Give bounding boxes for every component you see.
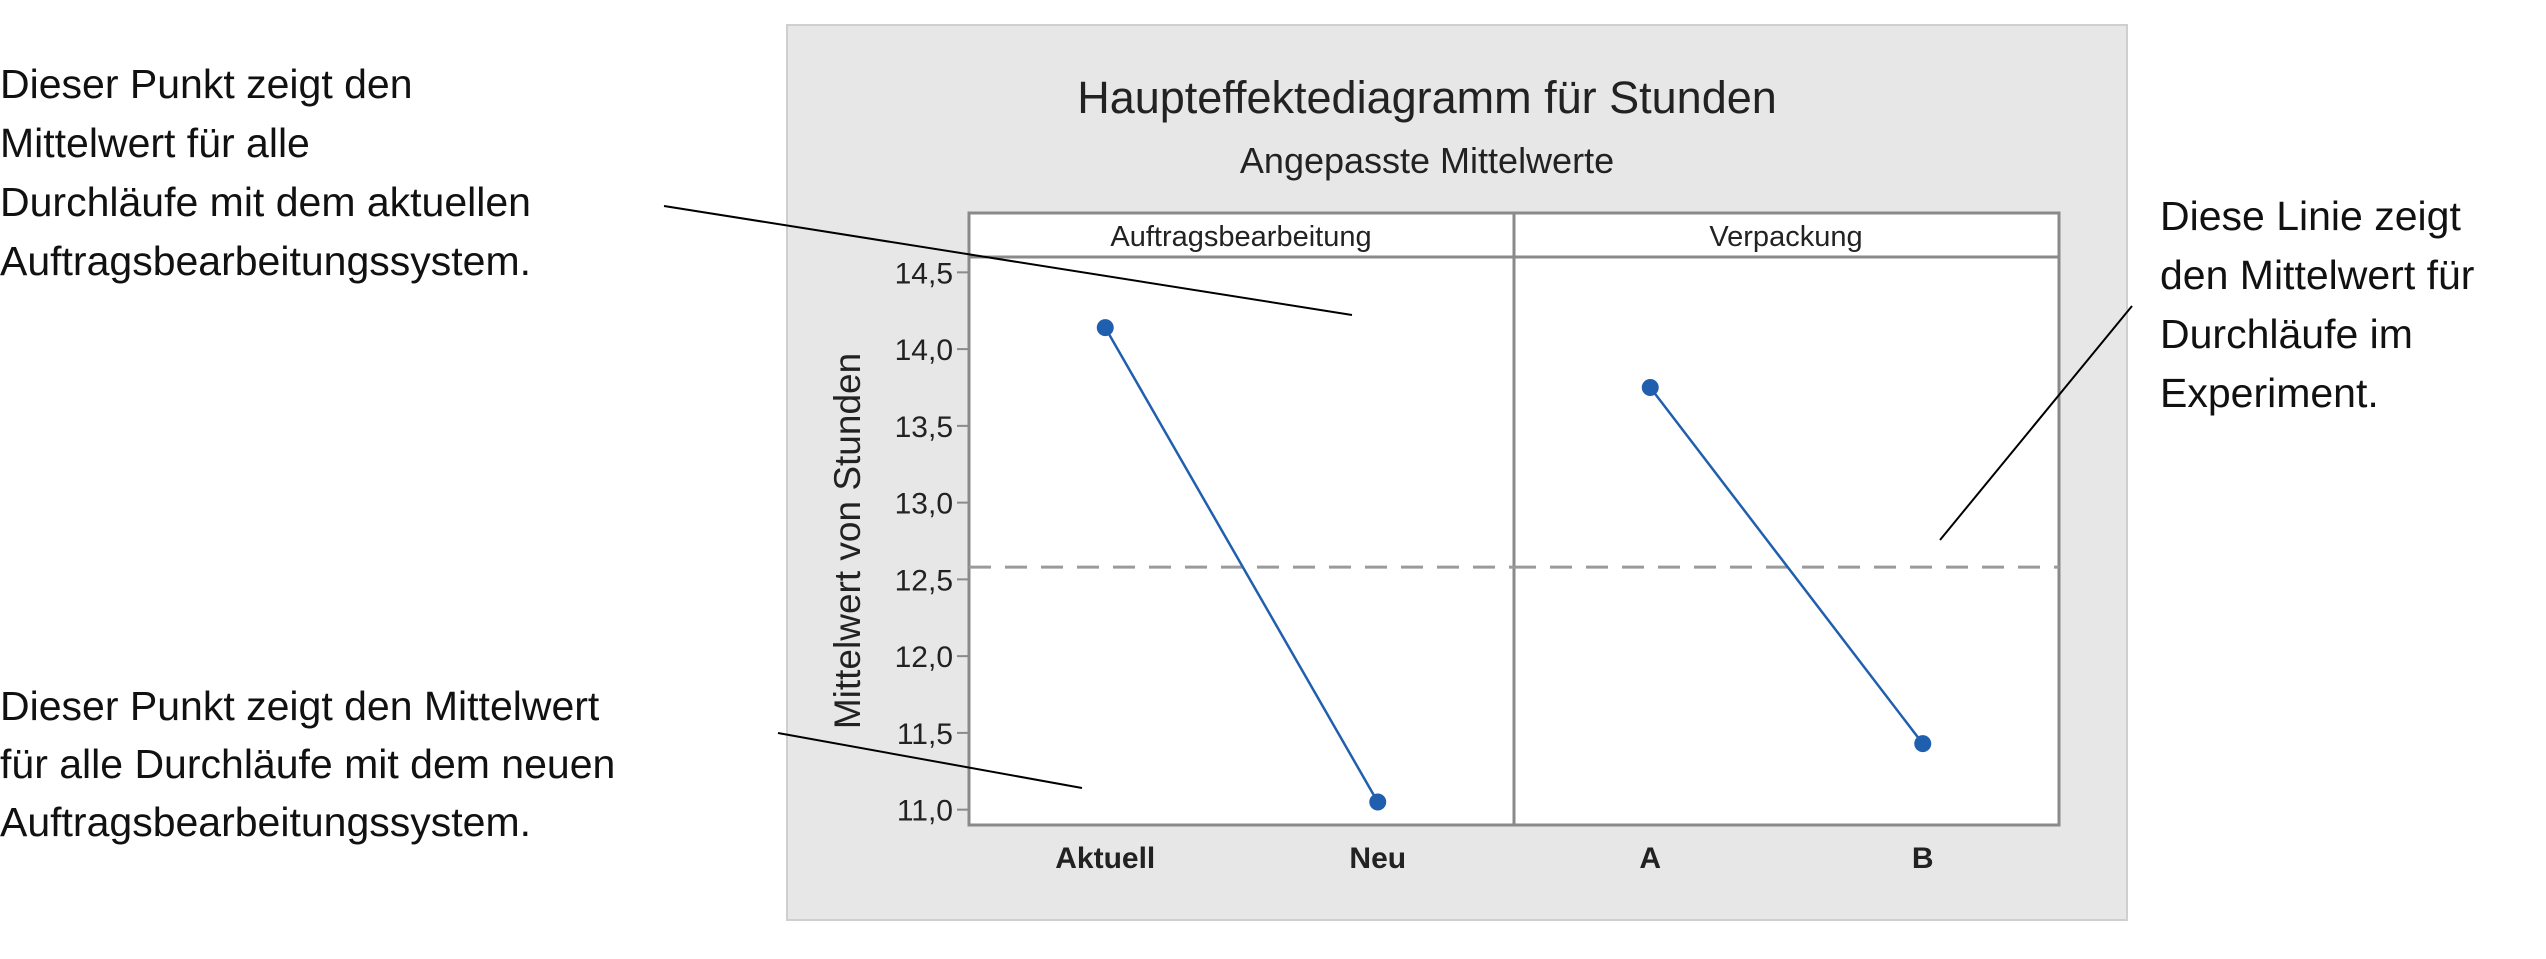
series-line	[1104, 326, 1379, 803]
annotation-line: den Mittelwert für	[2160, 252, 2474, 298]
annotation-line: Experiment.	[2160, 370, 2379, 416]
callout-line-current-point	[663, 205, 1353, 316]
annotation-line: Auftragsbearbeitungssystem.	[0, 799, 531, 845]
data-point	[1641, 378, 1659, 396]
x-tick-label: Neu	[1349, 842, 1406, 875]
series-lines	[1096, 319, 1932, 811]
callout-line-new-point	[777, 732, 1083, 789]
annotation-line: Diese Linie zeigt	[2160, 193, 2461, 239]
y-axis: 11,0 11,5 12,0 12,5 13,0 13,5 14,0 14,5	[895, 257, 969, 828]
y-tick-label: 11,5	[897, 718, 953, 751]
chart-title: Haupteffektediagramm für Stunden	[1077, 72, 1777, 123]
y-tick-label: 14,5	[895, 257, 953, 290]
data-point	[1369, 793, 1387, 811]
annotation-new-point: Dieser Punkt zeigt den Mittelwert für al…	[0, 683, 615, 845]
x-tick-label: Aktuell	[1055, 842, 1155, 875]
annotation-line: Mittelwert für alle	[0, 120, 310, 166]
annotation-mean-line: Diese Linie zeigt den Mittelwert für Dur…	[2160, 193, 2474, 416]
y-tick-label: 11,0	[897, 795, 953, 828]
panel-header-auftragsbearbeitung: Auftragsbearbeitung	[1110, 221, 1371, 253]
panel-header-verpackung: Verpackung	[1709, 221, 1862, 253]
chart-subtitle: Angepasste Mittelwerte	[1240, 140, 1614, 181]
data-point	[1914, 735, 1932, 753]
y-tick-label: 12,5	[895, 564, 953, 597]
x-tick-label: B	[1912, 842, 1934, 875]
y-axis-label: Mittelwert von Stunden	[827, 353, 868, 729]
annotation-line: für alle Durchläufe mit dem neuen	[0, 741, 615, 787]
y-tick-label: 13,0	[895, 488, 953, 521]
y-tick-label: 14,0	[895, 334, 953, 367]
y-tick-label: 13,5	[895, 411, 953, 444]
series-line	[1649, 386, 1924, 745]
annotation-line: Dieser Punkt zeigt den Mittelwert	[0, 683, 600, 729]
annotation-line: Durchläufe im	[2160, 311, 2413, 357]
x-tick-label: A	[1639, 842, 1661, 875]
callout-lines	[663, 205, 2133, 789]
x-axis-labels: Aktuell Neu A B	[1055, 842, 1933, 875]
annotation-current-point: Dieser Punkt zeigt den Mittelwert für al…	[0, 61, 531, 284]
callout-line-mean	[1939, 305, 2133, 541]
annotation-line: Auftragsbearbeitungssystem.	[0, 238, 531, 284]
data-point	[1096, 319, 1114, 337]
annotation-line: Durchläufe mit dem aktuellen	[0, 179, 531, 225]
y-tick-label: 12,0	[895, 641, 953, 674]
annotation-line: Dieser Punkt zeigt den	[0, 61, 413, 107]
